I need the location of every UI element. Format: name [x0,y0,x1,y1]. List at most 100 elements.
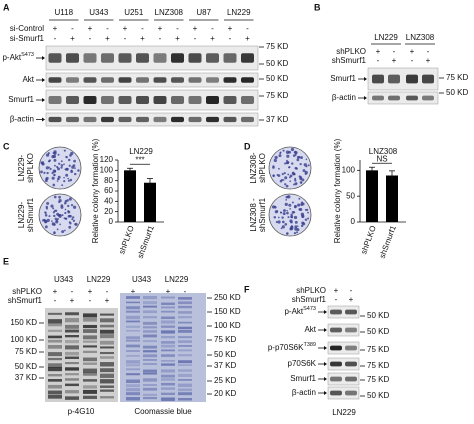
band [171,77,184,83]
band [188,77,202,83]
colony [304,172,307,176]
row-sup: T389 [303,342,316,348]
colony [56,217,59,221]
band [153,116,167,123]
sign: + [334,286,339,295]
colony [305,208,309,212]
band [206,77,219,83]
stain-band [126,315,140,320]
colony [296,225,299,227]
band [136,77,149,83]
smear-band [48,329,62,332]
marker-label: 50 KD [367,391,389,400]
plate-label: LN229- [17,202,26,229]
band [330,345,342,351]
row-label: Smurf1 [330,74,356,83]
sign: - [89,296,92,305]
marker-label: 50 KD [15,362,37,371]
bar [124,170,136,222]
stain-band [126,296,140,299]
arrow-head [364,96,367,100]
colony [288,166,291,169]
smear-band [48,363,62,368]
smear-band [48,394,62,399]
colony [57,153,60,156]
smear-band [100,340,114,345]
colony [45,153,50,157]
colony [56,180,59,182]
colony [299,162,302,166]
stain-band [126,320,140,323]
plate-label: shSmurf1 [26,197,35,232]
cell-line: LN229 [332,408,356,417]
x-tick-label: shSmurf1 [378,224,398,260]
colony [63,229,66,232]
colony [276,174,279,176]
smear-band [65,345,79,350]
marker-label: 75 KD [15,347,37,356]
colony [64,218,67,220]
colony [45,166,49,170]
sign: - [229,34,232,43]
panel-letter: E [3,256,9,266]
y-tick-label: 80 [104,176,113,185]
colony [294,220,298,224]
bar [144,182,156,222]
y-tick-label: 40 [104,196,113,205]
marker-label: 150 KD [214,307,241,316]
blot [327,323,360,337]
colony [300,181,303,184]
smear-band [100,318,114,323]
band [406,74,418,84]
smear-band [100,396,114,399]
band [206,96,219,104]
blot [367,67,439,91]
row-label: β-actin [332,93,356,102]
colony [291,210,295,214]
stain-band [178,388,192,392]
band [136,96,149,104]
marker-label: 75 KD [266,42,288,51]
colony [284,176,288,180]
band [330,376,342,382]
colony [58,214,62,218]
marker-label: 37 KD [214,361,236,370]
y-axis-label: Relative colony formation (%) [333,138,342,243]
plate-label: shSmurf1 [258,197,267,232]
smear-band [65,383,79,387]
colony [287,173,290,176]
row-sup: S473 [303,306,316,312]
colony [68,164,71,167]
colony [289,176,291,179]
band [223,96,237,104]
marker-label: 50 KD [446,88,468,97]
y-tick-label: 50 [346,191,355,200]
blot [327,386,360,400]
band [223,77,237,83]
band [388,74,400,84]
row-label: p-p70S6KT389 [268,342,316,352]
stain-band [178,360,192,364]
colony [63,149,66,152]
marker-label: 50 KD [266,59,288,68]
colony [305,158,308,161]
colony [52,207,55,210]
colony [278,154,282,158]
marker-label: 150 KD [10,318,37,327]
sign: - [427,47,430,56]
sign: + [70,34,75,43]
smear-band [83,379,97,382]
sign: + [166,287,171,296]
band [330,390,342,396]
colony [46,171,49,175]
band [330,309,342,315]
colony [40,170,43,174]
colony [284,222,288,226]
stain-band [178,311,192,314]
panel-letter: C [3,141,10,151]
arrow-head [364,77,367,81]
stain-band [161,306,175,309]
colony [292,154,296,157]
colony [72,164,76,167]
colony [64,200,68,203]
